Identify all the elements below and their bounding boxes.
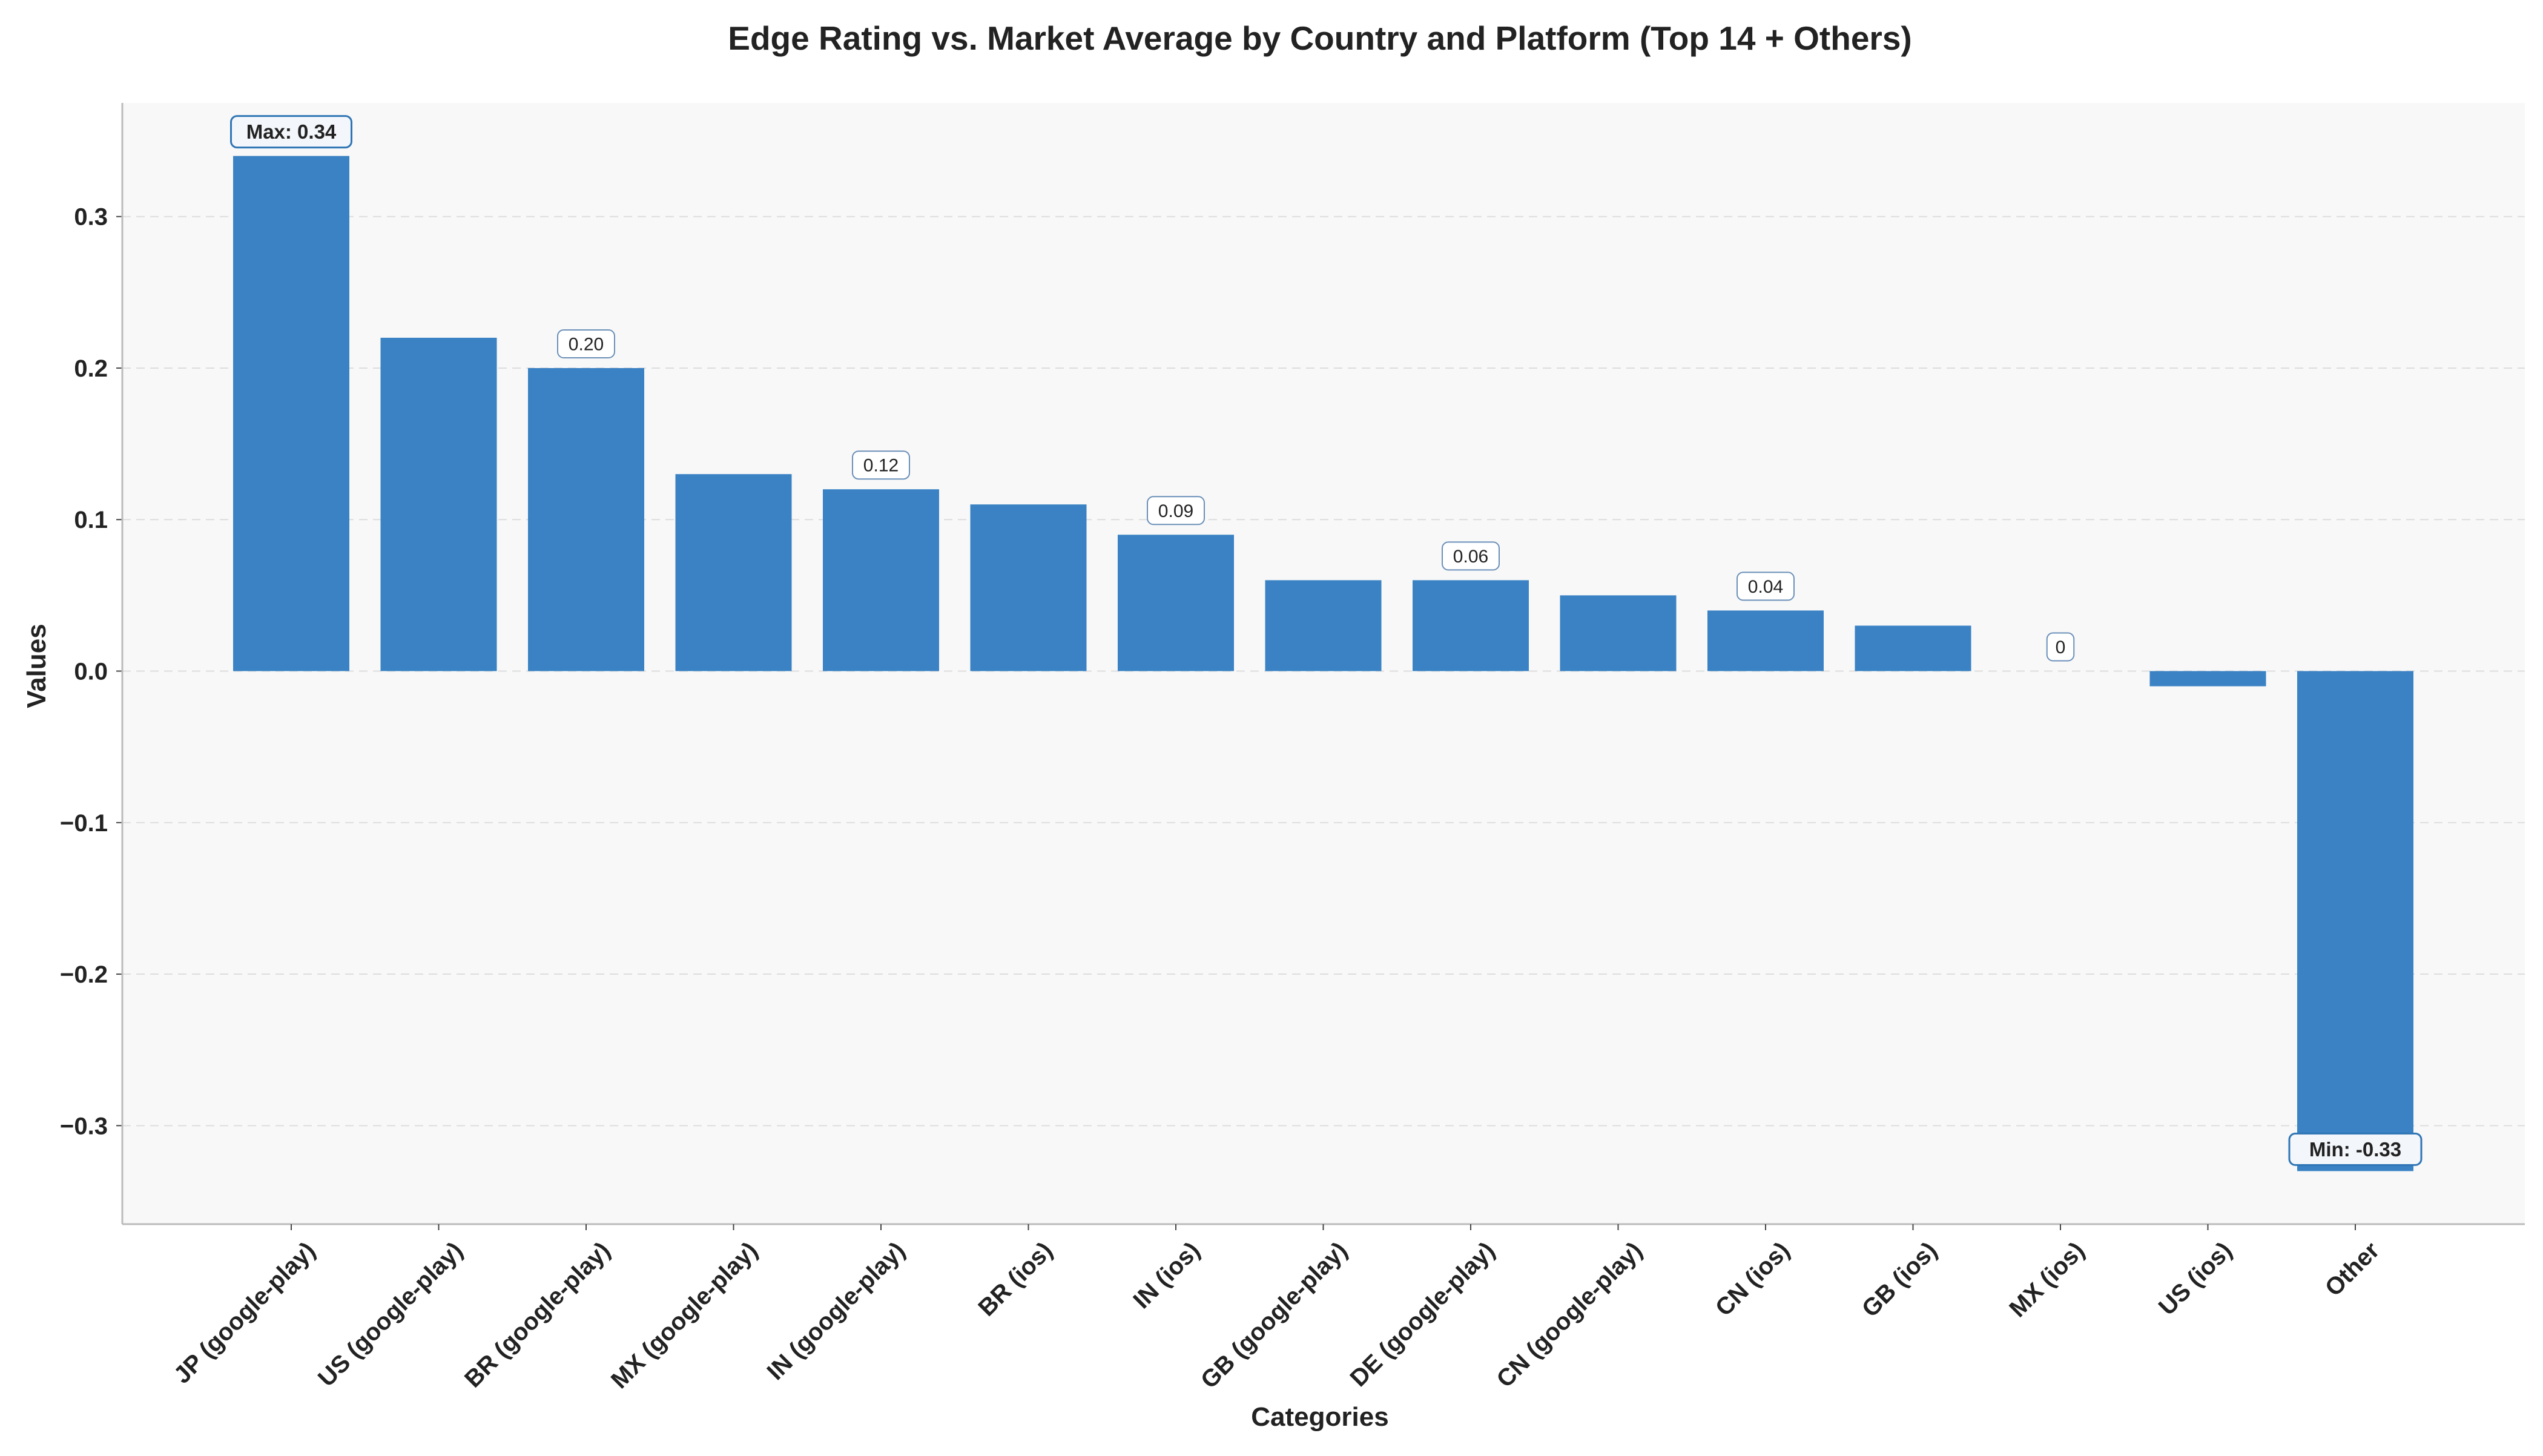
data-label-box <box>852 450 910 480</box>
data-label: 0.06 <box>1453 547 1488 567</box>
y-tick-label: 0.0 <box>74 659 108 685</box>
plot-area: −0.3−0.2−0.10.00.10.20.3JP (google-play)… <box>60 103 2525 1394</box>
y-tick-label: 0.3 <box>74 204 108 231</box>
bar <box>1855 625 1971 671</box>
data-label-box <box>2046 632 2075 662</box>
data-label-box <box>1147 496 1205 525</box>
data-label-box <box>557 329 615 358</box>
data-label: 0 <box>2056 637 2066 657</box>
x-axis-label: Categories <box>1251 1402 1388 1432</box>
bar <box>2297 671 2413 1171</box>
data-label: Min: -0.33 <box>2309 1138 2401 1161</box>
y-tick-label: 0.2 <box>74 355 108 382</box>
data-label: 0.09 <box>1158 501 1193 521</box>
chart-title: Edge Rating vs. Market Average by Countr… <box>728 19 1911 57</box>
bar <box>823 489 939 671</box>
data-label-box <box>1737 572 1795 601</box>
bar <box>1265 580 1382 671</box>
data-label-box <box>230 115 352 149</box>
data-label: 0.20 <box>569 334 604 354</box>
bar <box>970 504 1087 671</box>
bar <box>380 337 497 671</box>
y-axis-label: Values <box>22 624 51 708</box>
bar <box>1118 535 1234 671</box>
bar <box>1707 610 1824 671</box>
y-tick-label: −0.1 <box>60 810 108 837</box>
bar <box>233 156 349 671</box>
y-tick-label: −0.2 <box>60 961 108 988</box>
bar <box>1560 595 1677 671</box>
bar <box>1413 580 1529 671</box>
data-label-box <box>1442 541 1500 571</box>
data-label-box <box>2288 1132 2423 1166</box>
bar <box>675 474 792 671</box>
bar <box>2149 671 2266 687</box>
y-tick-label: 0.1 <box>74 507 108 533</box>
data-label: 0.04 <box>1748 577 1783 597</box>
bar <box>528 367 644 671</box>
data-label: Max: 0.34 <box>246 120 337 143</box>
data-label: 0.12 <box>863 456 899 476</box>
y-tick-label: −0.3 <box>60 1113 108 1139</box>
